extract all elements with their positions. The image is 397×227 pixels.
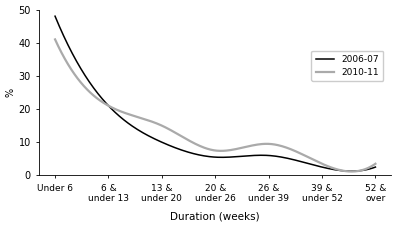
2010-11 (242, 146, 247, 148)
2006-07 (243, 155, 248, 157)
2010-11 (54, 40, 58, 43)
2010-11 (249, 144, 254, 147)
2006-07 (249, 154, 254, 157)
Legend: 2006-07, 2010-11: 2006-07, 2010-11 (312, 51, 384, 81)
2010-11 (343, 170, 348, 173)
Line: 2010-11: 2010-11 (55, 39, 376, 172)
2006-07 (53, 15, 58, 17)
Line: 2006-07: 2006-07 (55, 16, 376, 171)
X-axis label: Duration (weeks): Duration (weeks) (170, 211, 260, 222)
2010-11 (349, 170, 354, 173)
2010-11 (243, 146, 248, 148)
2006-07 (343, 170, 348, 172)
2006-07 (323, 166, 328, 169)
Y-axis label: %: % (6, 88, 15, 97)
2010-11 (323, 164, 328, 166)
2006-07 (54, 17, 58, 20)
2010-11 (373, 162, 378, 165)
2006-07 (242, 155, 247, 157)
2006-07 (373, 166, 378, 168)
2010-11 (53, 38, 58, 41)
2006-07 (349, 170, 354, 173)
